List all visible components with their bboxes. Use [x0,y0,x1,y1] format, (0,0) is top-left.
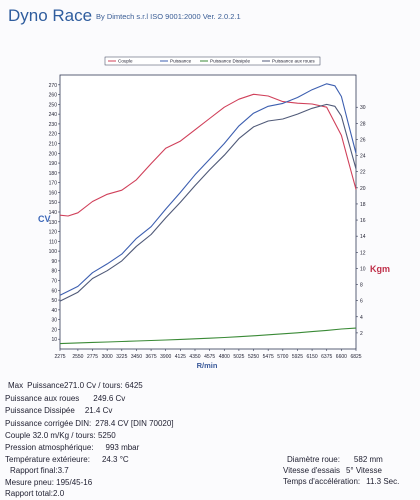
x-tick-label: 6375 [321,354,332,360]
y-right-tick-label: 8 [360,283,363,289]
y-left-tick-label: 270 [49,83,58,89]
y-right-tick-label: 22 [360,170,366,176]
dyno-chart: 10 20 30 40 50 60 70 80 90 100 110 120 130 140 150 160 1… [38,56,390,370]
y-right-axis-title: Kgm [370,264,390,274]
stat-tyre-size: Mesure pneu: 195/45-16 [5,478,93,487]
x-tick-label: 4575 [204,354,215,360]
legend-label-1: Puissance [170,59,192,64]
y-left-tick-label: 50 [51,298,57,304]
stat-accel-time: Temps d'accélération: 11.3 Sec. [283,477,400,486]
x-tick-label: 6825 [350,354,361,360]
stat-wheel-diameter: Diamètre roue: 582 mm [287,455,383,464]
x-tick-label: 5250 [248,354,259,360]
y-right-tick-label: 28 [360,121,366,127]
y-left-tick-label: 240 [49,112,58,118]
y-left-tick-label: 160 [49,190,58,196]
plot-area [59,74,357,350]
stat-max: Max Puissance271.0 Cv / tours: 6425 [8,381,143,390]
x-tick-label: 6600 [336,354,347,360]
y-right-tick-label: 16 [360,218,366,224]
y-left-tick-label: 20 [51,327,57,333]
y-left-axis-title: CV [38,214,51,224]
x-tick-label: 3450 [131,354,142,360]
x-tick-label: 3225 [116,354,127,360]
series-line-0 [59,93,357,217]
y-left-tick-label: 130 [49,220,58,226]
x-tick-label: 5925 [292,354,303,360]
stat-power-dissipated: Puissance Dissipée 21.4 Cv [5,406,113,415]
y-right-tick-label: 20 [360,186,366,192]
y-right-tick-label: 4 [360,315,363,321]
y-left-tick-label: 170 [49,181,58,187]
stat-total-ratio: Rapport total:2.0 [5,489,65,498]
y-right-tick-label: 14 [360,234,366,240]
y-left-tick-label: 70 [51,279,57,285]
y-left-tick-label: 80 [51,269,57,275]
legend-label-2: Puissance Dissipée [210,59,251,64]
x-tick-label: 3675 [146,354,157,360]
legend-label-0: Couple [118,59,133,64]
y-left-tick-label: 60 [51,288,57,294]
y-left-tick-label: 260 [49,93,58,99]
y-left-tick-label: 200 [49,151,58,157]
y-right-tick-label: 26 [360,137,366,143]
legend-label-3: Puissance aux roues [272,59,315,64]
stat-power-din: Puissance corrigée DIN: 278.4 CV [DIN 700… [5,419,174,428]
x-tick-label: 2275 [54,354,65,360]
series-line-1 [59,83,357,296]
legend-box [104,56,321,66]
y-right-tick-label: 30 [360,105,366,111]
x-tick-label: 2775 [87,354,98,360]
y-left-tick-label: 10 [51,337,57,343]
x-tick-label: 5475 [263,354,274,360]
y-left-tick-label: 120 [49,230,58,236]
y-left-tick-label: 90 [51,259,57,265]
x-tick-label: 3900 [160,354,171,360]
stat-final-ratio: Rapport final:3.7 [10,466,69,475]
series-line-2 [59,327,357,345]
y-left-tick-label: 230 [49,122,58,128]
x-tick-label: 4125 [175,354,186,360]
x-tick-label: 4800 [219,354,230,360]
x-axis-title: R/min [197,361,218,370]
y-right-tick-label: 10 [360,266,366,272]
brand-subtitle: By Dimtech s.r.l ISO 9001:2000 Ver. 2.0.… [96,12,241,21]
y-left-tick-label: 180 [49,171,58,177]
y-left-tick-label: 190 [49,161,58,167]
y-left-tick-label: 220 [49,132,58,138]
x-tick-label: 5025 [233,354,244,360]
y-right-tick-label: 6 [360,299,363,305]
x-tick-label: 2550 [72,354,83,360]
series-line-3 [59,103,357,302]
x-tick-label: 4350 [189,354,200,360]
stat-power-wheels: Puissance aux roues 249.6 Cv [5,394,126,403]
y-left-tick-label: 210 [49,142,58,148]
y-left-tick-label: 40 [51,308,57,314]
y-right-tick-label: 24 [360,154,366,160]
y-left-tick-label: 140 [49,210,58,216]
y-left-tick-label: 100 [49,249,58,255]
y-left-tick-label: 250 [49,102,58,108]
y-left-tick-label: 150 [49,200,58,206]
stat-torque: Couple 32.0 m/Kg / tours: 5250 [5,431,116,440]
y-right-tick-label: 2 [360,331,363,337]
x-tick-label: 3000 [102,354,113,360]
x-tick-label: 5700 [277,354,288,360]
brand-title: Dyno Race [8,6,93,25]
y-right-tick-label: 12 [360,250,366,256]
y-left-tick-label: 110 [49,239,57,245]
stat-pressure: Pression atmosphérique: 993 mbar [5,443,140,452]
stat-test-gear: Vitesse d'essais 5° Vitesse [283,466,382,475]
y-right-tick-label: 18 [360,202,366,208]
x-tick-label: 6150 [307,354,318,360]
stat-temperature: Température extérieure: 24.3 °C [5,455,129,464]
y-left-tick-label: 30 [51,318,57,324]
